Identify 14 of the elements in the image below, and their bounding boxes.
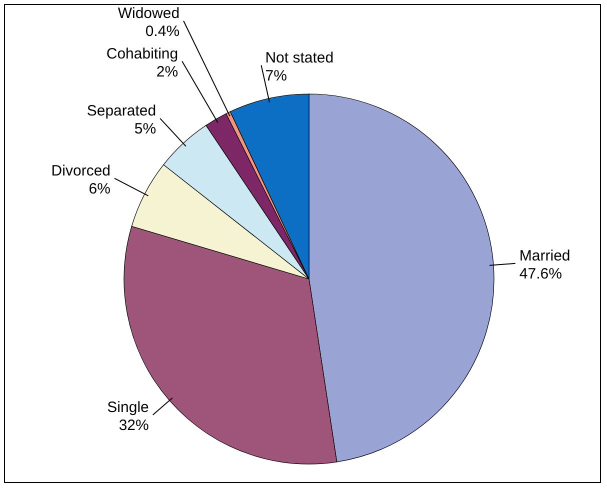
slice-label: Cohabiting [106, 45, 178, 62]
slice-label: Single [107, 398, 149, 416]
data-label: 0.4% [145, 22, 180, 40]
data-label: 2% [156, 63, 178, 80]
data-label: 32% [118, 416, 149, 434]
data-label: 6% [88, 180, 110, 198]
data-label: 47.6% [519, 265, 562, 282]
slice-label: Not stated [265, 49, 334, 66]
slice-label: Widowed [118, 4, 180, 22]
slice-label: Separated [86, 102, 156, 120]
data-label: 7% [265, 67, 287, 84]
slice-label: Married [519, 247, 570, 264]
slice-label: Divorced [51, 162, 110, 180]
data-label: 5% [134, 120, 156, 138]
